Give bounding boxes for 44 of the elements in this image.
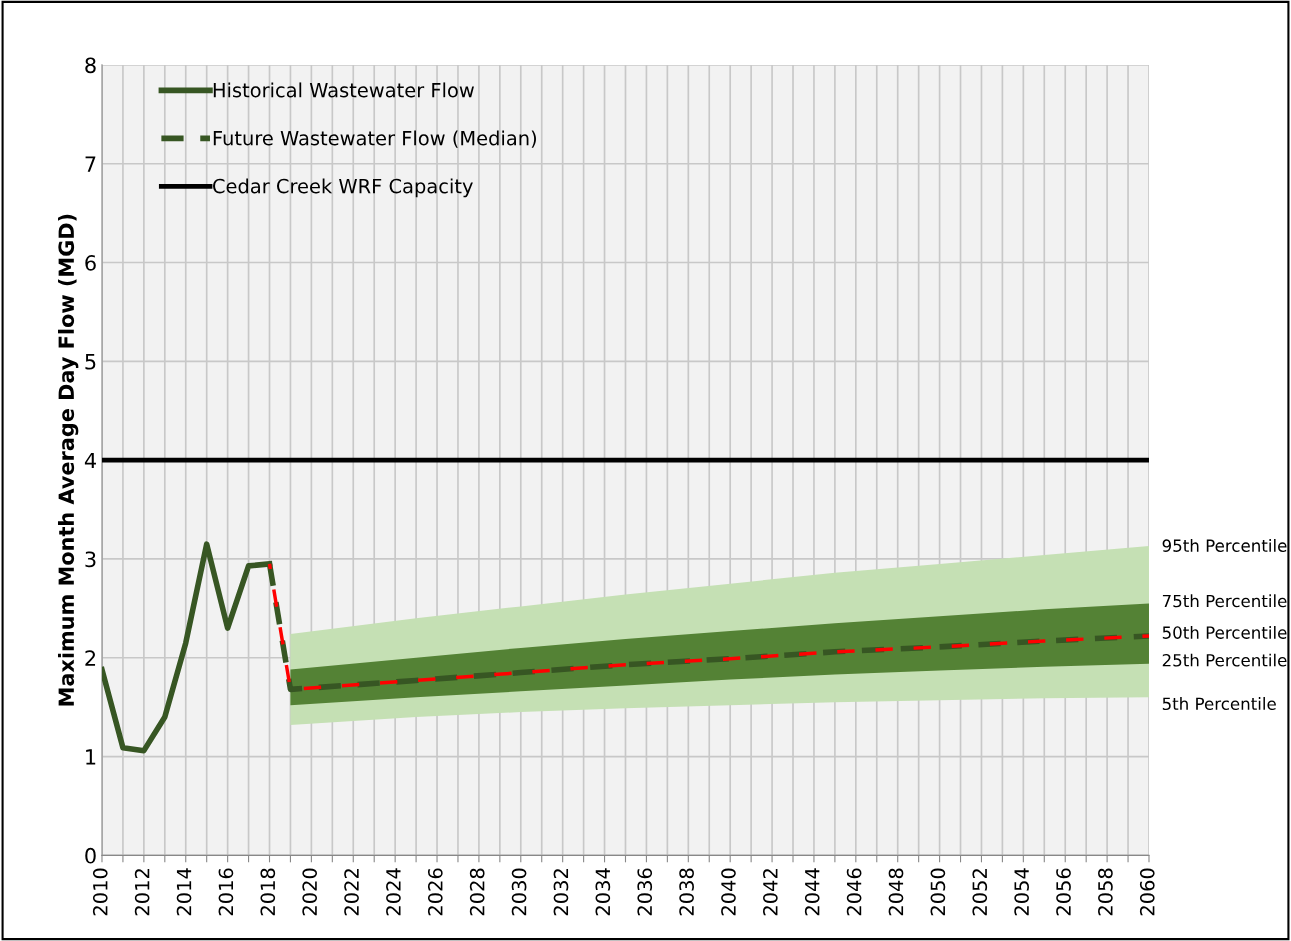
x-tick-label: 2036 [637, 868, 653, 916]
y-tick-label: 7 [85, 156, 96, 172]
y-tick-label: 8 [85, 57, 96, 74]
text: 25th Percentile [1162, 653, 1287, 667]
x-tick-label: 2034 [595, 868, 611, 916]
text: 95th Percentile [1162, 539, 1287, 552]
y-axis-title: Maximum Month Average Day Flow (MGD) [57, 214, 79, 706]
x-tick-label: 2052 [972, 869, 988, 916]
text: 5th Percentile [1162, 697, 1276, 711]
y-tick-label: 6 [85, 254, 96, 271]
legend-label: Historical Wastewater Flow [213, 82, 474, 98]
y-tick-label: 2 [85, 650, 96, 666]
x-tick-label: 2028 [469, 868, 485, 916]
x-tick-label: 2024 [386, 868, 401, 916]
x-tick-label: 2016 [218, 868, 234, 916]
x-tick-label: 2032 [553, 869, 569, 916]
x-tick-label: 2048 [888, 868, 904, 916]
legend-label: Cedar Creek WRF Capacity [213, 178, 473, 198]
x-tick-label: 2030 [511, 868, 527, 916]
y-tick-label: 0 [85, 847, 96, 864]
x-tick-label: 2054 [1014, 868, 1029, 916]
x-tick-label: 2060 [1139, 868, 1155, 916]
x-tick-label: 2020 [302, 868, 318, 916]
x-tick-label: 2018 [260, 868, 276, 916]
x-tick-label: 2026 [427, 868, 443, 916]
x-tick-label: 2038 [679, 868, 694, 916]
x-tick-label: 2042 [763, 869, 778, 916]
text: 75th Percentile [1162, 594, 1287, 608]
x-tick-label: 2050 [930, 868, 946, 916]
y-tick-label: 3 [85, 551, 96, 568]
x-tick-label: 2014 [176, 868, 192, 916]
y-tick-label: 1 [86, 749, 96, 765]
y-tick-label: 4 [84, 452, 96, 469]
x-tick-label: 2046 [846, 868, 862, 916]
x-tick-label: 2012 [134, 869, 150, 916]
x-tick-label: 2058 [1098, 868, 1113, 916]
text: 50th Percentile [1162, 625, 1287, 639]
x-tick-label: 2040 [721, 868, 736, 916]
legend-label: Future Wastewater Flow (Median) [213, 130, 536, 148]
x-tick-label: 2044 [804, 868, 820, 916]
y-tick-label: 5 [85, 354, 96, 370]
x-tick-label: 2022 [344, 869, 359, 916]
x-tick-label: 2056 [1056, 868, 1071, 916]
x-tick-label: 2010 [92, 868, 108, 916]
